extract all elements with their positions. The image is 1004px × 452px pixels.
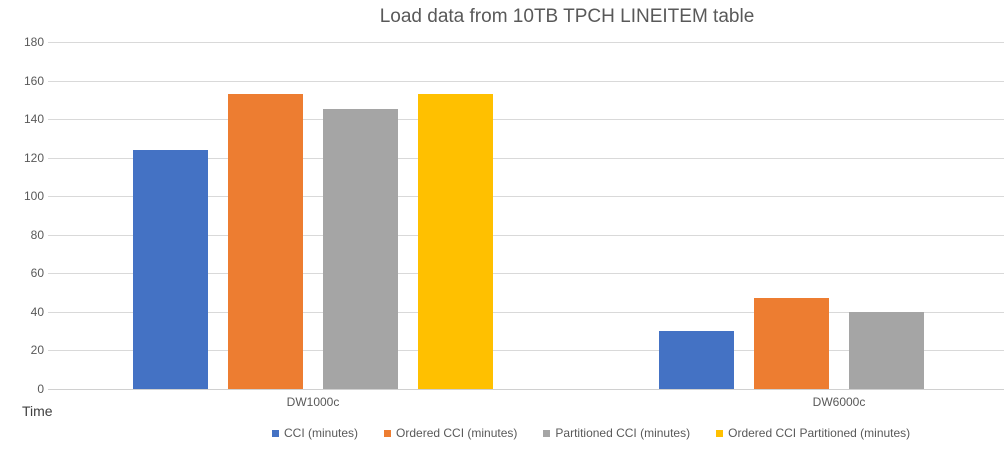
legend-item: Partitioned CCI (minutes) (543, 426, 690, 440)
category-label: DW6000c (812, 395, 866, 409)
gridline (48, 311, 1004, 313)
gridline (48, 196, 1004, 198)
legend-item: CCI (minutes) (272, 426, 358, 440)
y-axis-tick-label: 80 (30, 227, 44, 242)
y-axis-tick-label: 160 (23, 73, 44, 88)
x-axis-line (48, 389, 1004, 390)
legend-swatch-icon (543, 429, 551, 437)
gridline (48, 350, 1004, 352)
gridline (48, 234, 1004, 236)
legend-item: Ordered CCI Partitioned (minutes) (716, 426, 910, 440)
legend-swatch-icon (272, 429, 279, 437)
chart-title: Load data from 10TB TPCH LINEITEM table (379, 6, 755, 27)
legend-label: Ordered CCI (minutes) (396, 426, 518, 440)
y-axis-tick-label: 100 (23, 189, 44, 204)
bar-DW1000c-series-1 (228, 94, 303, 389)
gridline (48, 157, 1004, 159)
bar-DW1000c-series-2 (323, 109, 398, 389)
y-axis-tick-label: 120 (23, 150, 44, 165)
gridline (48, 42, 1004, 43)
legend-swatch-icon (384, 429, 392, 437)
y-axis-tick-label: 0 (37, 382, 44, 396)
y-axis-tick-label: 180 (23, 35, 44, 49)
bar-DW6000c-series-1 (754, 298, 829, 389)
legend: CCI (minutes) Ordered CCI (minutes) Partit… (272, 425, 910, 441)
y-axis-tick-label: 60 (30, 266, 44, 281)
bar-DW6000c-series-2 (849, 311, 924, 389)
gridline (48, 273, 1004, 275)
legend-swatch-icon (716, 429, 724, 437)
gridline (48, 119, 1004, 121)
bar-DW6000c-series-0 (659, 331, 734, 389)
legend-label: CCI (minutes) (284, 426, 359, 440)
y-axis-tick-label: 140 (23, 112, 44, 127)
y-axis-tick-label: 20 (30, 343, 44, 358)
legend-label: Partitioned CCI (minutes) (555, 426, 691, 440)
bar-DW1000c-series-3 (418, 94, 493, 389)
legend-item: Ordered CCI (minutes) (384, 426, 517, 440)
gridline (48, 80, 1004, 82)
y-axis-tick-label: 40 (30, 304, 44, 319)
bar-DW1000c-series-0 (133, 149, 208, 389)
y-axis-title: Time (22, 403, 53, 419)
category-label: DW1000c (286, 395, 340, 409)
legend-label: Ordered CCI Partitioned (minutes) (728, 426, 911, 440)
